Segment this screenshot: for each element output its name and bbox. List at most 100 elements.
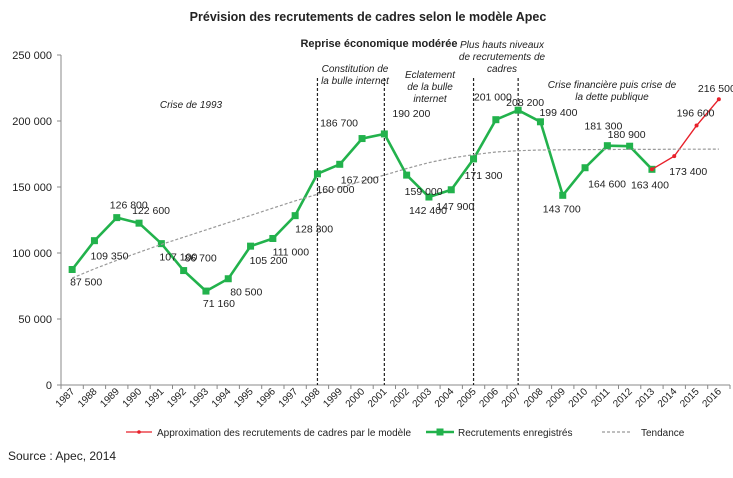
data-label: 109 350 bbox=[90, 251, 128, 263]
data-label: 80 500 bbox=[230, 287, 262, 299]
data-point-marker bbox=[313, 170, 321, 178]
data-label: 111 000 bbox=[273, 246, 310, 258]
data-point-marker bbox=[694, 123, 699, 128]
data-point-marker bbox=[157, 240, 165, 248]
data-label: 180 900 bbox=[608, 129, 646, 141]
data-point-marker bbox=[247, 242, 255, 250]
data-point-marker bbox=[291, 212, 299, 220]
data-point-marker bbox=[336, 160, 344, 168]
annotation-line: de recrutements de bbox=[459, 52, 546, 63]
y-tick-label: 50 000 bbox=[18, 314, 52, 326]
annotation-crise-financiere: Crise financière puis crise de la dette p… bbox=[548, 80, 677, 103]
x-tick-label: 1989 bbox=[98, 386, 122, 410]
data-point-marker bbox=[403, 171, 411, 179]
x-tick-label: 1987 bbox=[54, 386, 78, 410]
legend-label-tendance: Tendance bbox=[641, 428, 685, 439]
data-point-marker bbox=[90, 237, 98, 245]
data-label: 208 200 bbox=[506, 97, 544, 109]
y-tick-label: 0 bbox=[46, 380, 52, 392]
x-tick-label: 1988 bbox=[76, 386, 100, 410]
data-label: 87 500 bbox=[70, 277, 102, 289]
data-label: 128 300 bbox=[295, 224, 333, 236]
x-tick-label: 1998 bbox=[299, 386, 323, 410]
data-point-marker bbox=[358, 135, 366, 143]
data-point-marker bbox=[603, 142, 611, 150]
annotation-plus-hauts: Plus hauts niveaux de recrutements de cadr… bbox=[459, 40, 546, 75]
data-point-marker bbox=[113, 214, 121, 222]
data-point-marker bbox=[425, 193, 433, 201]
data-point-marker bbox=[492, 116, 500, 124]
x-tick-label: 2014 bbox=[656, 386, 680, 410]
x-tick-label: 2007 bbox=[500, 386, 524, 410]
x-tick-label: 2004 bbox=[433, 386, 457, 410]
legend-label-recrutements: Recrutements enregistrés bbox=[458, 428, 573, 439]
annotation-crise-1993: Crise de 1993 bbox=[160, 100, 223, 111]
x-tick-label: 1991 bbox=[143, 386, 167, 410]
data-point-marker bbox=[447, 186, 455, 194]
data-point-marker bbox=[626, 142, 634, 150]
annotation-line: cadres bbox=[487, 64, 517, 75]
x-tick-label: 2005 bbox=[455, 386, 479, 410]
data-label: 163 400 bbox=[631, 179, 669, 191]
data-point-marker bbox=[514, 106, 522, 114]
data-point-marker bbox=[536, 118, 544, 126]
annotation-line: Plus hauts niveaux bbox=[460, 40, 545, 51]
x-tick-label: 1996 bbox=[254, 386, 278, 410]
x-tick-label: 1995 bbox=[232, 386, 256, 410]
data-point-marker bbox=[180, 267, 188, 275]
data-label: 201 000 bbox=[474, 92, 512, 104]
x-tick-label: 2009 bbox=[544, 386, 568, 410]
x-tick-label: 1999 bbox=[321, 386, 345, 410]
data-point-marker bbox=[202, 287, 210, 295]
data-point-marker bbox=[559, 191, 567, 199]
data-label: 160 000 bbox=[316, 184, 354, 196]
data-point-marker bbox=[470, 155, 478, 163]
legend-label-approximation: Approximation des recrutements de cadres… bbox=[157, 428, 411, 439]
data-label: 143 700 bbox=[543, 203, 581, 215]
x-tick-label: 2015 bbox=[678, 386, 702, 410]
data-label: 105 200 bbox=[250, 255, 288, 267]
x-tick-label: 1990 bbox=[121, 386, 145, 410]
data-label: 190 200 bbox=[392, 108, 430, 120]
data-label: 216 500 bbox=[698, 83, 733, 95]
data-label: 186 700 bbox=[320, 118, 358, 130]
data-label: 107 100 bbox=[159, 252, 197, 264]
x-tick-label: 2016 bbox=[700, 386, 724, 410]
data-label: 142 400 bbox=[409, 205, 447, 217]
series-line-approximation-des-recrutements-de-cadres-par-le-mod-le bbox=[651, 98, 720, 170]
annotation-line: la dette publique bbox=[575, 92, 649, 103]
source-note: Source : Apec, 2014 bbox=[8, 449, 117, 463]
data-label: 196 600 bbox=[677, 107, 715, 119]
data-label: 173 400 bbox=[669, 166, 707, 178]
y-tick-label: 250 000 bbox=[12, 50, 52, 62]
data-label: 86 700 bbox=[185, 253, 217, 265]
annotation-line: la bulle internet bbox=[321, 76, 390, 87]
y-tick-label: 150 000 bbox=[12, 182, 52, 194]
data-label: 181 300 bbox=[584, 121, 622, 133]
data-point-marker bbox=[135, 219, 143, 227]
x-tick-label: 2002 bbox=[388, 386, 412, 410]
x-tick-label: 1997 bbox=[277, 386, 301, 410]
data-point-marker bbox=[716, 97, 721, 102]
data-point-marker bbox=[672, 154, 677, 159]
data-label: 159 000 bbox=[405, 186, 443, 198]
y-tick-label: 100 000 bbox=[12, 248, 52, 260]
x-tick-label: 1992 bbox=[165, 386, 189, 410]
data-label: 122 600 bbox=[132, 205, 170, 217]
data-point-marker bbox=[224, 275, 232, 283]
data-label: 171 300 bbox=[465, 170, 503, 182]
legend-marker-recrutements bbox=[436, 428, 444, 436]
x-tick-label: 2012 bbox=[611, 386, 635, 410]
x-tick-label: 2010 bbox=[567, 386, 591, 410]
data-label: 167 200 bbox=[341, 174, 379, 186]
data-label: 164 600 bbox=[588, 179, 626, 191]
data-point-marker bbox=[649, 167, 654, 172]
x-tick-label: 2000 bbox=[344, 386, 368, 410]
data-label: 71 160 bbox=[203, 298, 235, 310]
x-tick-label: 2008 bbox=[522, 386, 546, 410]
data-label: 126 800 bbox=[110, 200, 148, 212]
annotation-line: de la bulle bbox=[407, 82, 453, 93]
annotation-line: Constitution de bbox=[322, 64, 389, 75]
y-tick-label: 200 000 bbox=[12, 116, 52, 128]
data-point-marker bbox=[581, 164, 589, 172]
